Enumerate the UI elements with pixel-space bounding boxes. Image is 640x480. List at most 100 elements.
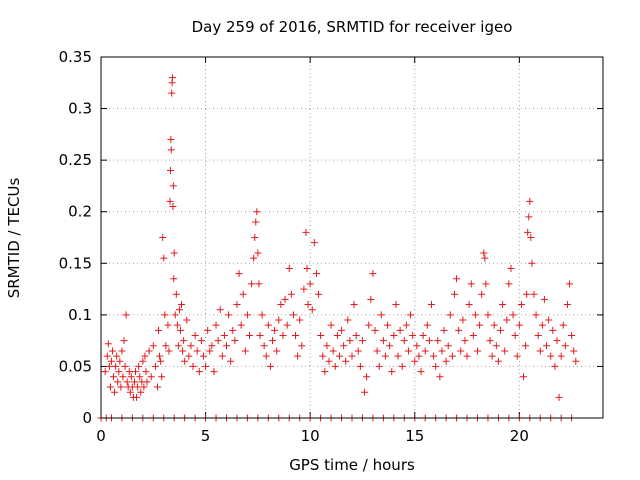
data-point bbox=[250, 254, 258, 262]
data-point bbox=[216, 306, 224, 314]
data-point bbox=[536, 347, 544, 355]
data-point bbox=[166, 197, 174, 205]
data-point bbox=[252, 218, 260, 226]
y-tick-label: 0.35 bbox=[59, 48, 92, 66]
data-point bbox=[482, 280, 490, 288]
data-point bbox=[503, 316, 511, 324]
data-point bbox=[386, 342, 394, 350]
x-tick-label: 0 bbox=[96, 427, 106, 445]
data-point bbox=[333, 331, 341, 339]
data-point bbox=[235, 270, 243, 278]
data-point bbox=[174, 342, 182, 350]
data-point bbox=[125, 368, 133, 376]
data-point bbox=[271, 326, 279, 334]
data-point bbox=[149, 342, 157, 350]
data-point bbox=[375, 362, 383, 370]
data-point bbox=[202, 362, 210, 370]
data-point bbox=[110, 373, 118, 381]
data-point bbox=[115, 368, 123, 376]
data-point bbox=[296, 316, 304, 324]
data-point bbox=[113, 352, 121, 360]
data-point bbox=[442, 357, 450, 365]
data-point bbox=[239, 290, 247, 298]
data-point bbox=[474, 347, 481, 355]
data-point bbox=[140, 383, 148, 391]
data-point bbox=[167, 146, 175, 154]
data-point bbox=[193, 347, 201, 355]
data-point bbox=[206, 347, 214, 355]
y-tick-label: 0.3 bbox=[68, 100, 92, 118]
data-point bbox=[136, 373, 144, 381]
data-point bbox=[381, 352, 389, 360]
data-point bbox=[497, 326, 505, 334]
data-point bbox=[289, 311, 297, 319]
data-point bbox=[534, 331, 542, 339]
x-tick-label: 20 bbox=[510, 427, 529, 445]
data-point bbox=[157, 357, 165, 365]
grid-layer bbox=[101, 57, 603, 418]
data-point bbox=[384, 321, 392, 329]
data-point bbox=[214, 337, 222, 345]
data-point bbox=[559, 321, 567, 329]
data-point bbox=[520, 373, 528, 381]
data-point bbox=[538, 321, 546, 329]
data-point bbox=[168, 89, 176, 97]
data-point bbox=[187, 342, 195, 350]
data-point bbox=[465, 301, 473, 309]
x-tick-label: 15 bbox=[405, 427, 424, 445]
data-point bbox=[151, 362, 159, 370]
data-point bbox=[283, 321, 291, 329]
x-axis-label: GPS time / hours bbox=[289, 456, 415, 474]
data-point bbox=[135, 362, 143, 370]
data-point bbox=[317, 331, 325, 339]
data-point bbox=[183, 316, 191, 324]
data-point bbox=[275, 316, 283, 324]
data-point bbox=[176, 326, 184, 334]
data-point bbox=[170, 275, 178, 283]
data-point bbox=[300, 285, 308, 293]
data-point bbox=[308, 306, 316, 314]
data-point bbox=[306, 280, 314, 288]
data-point bbox=[459, 316, 467, 324]
data-point bbox=[335, 352, 343, 360]
data-point bbox=[517, 301, 525, 309]
data-point bbox=[158, 373, 166, 381]
data-point bbox=[139, 357, 147, 365]
y-tick-label: 0.15 bbox=[59, 254, 92, 272]
data-point bbox=[279, 331, 287, 339]
data-point bbox=[162, 342, 170, 350]
x-tick-label: 5 bbox=[201, 427, 211, 445]
data-point bbox=[281, 295, 289, 303]
data-point bbox=[233, 301, 241, 309]
data-point bbox=[499, 301, 507, 309]
data-point bbox=[107, 357, 115, 365]
y-tick-label: 0.25 bbox=[59, 151, 92, 169]
data-point bbox=[321, 368, 329, 376]
data-point bbox=[532, 311, 540, 319]
data-point bbox=[105, 362, 113, 370]
data-point bbox=[104, 340, 112, 348]
data-point bbox=[390, 331, 398, 339]
data-point bbox=[528, 259, 536, 267]
data-point bbox=[379, 337, 387, 345]
data-point bbox=[253, 208, 261, 216]
data-point bbox=[156, 352, 164, 360]
data-point bbox=[302, 228, 310, 236]
data-point bbox=[344, 316, 352, 324]
y-axis-label: SRMTID / TECUs bbox=[5, 178, 23, 299]
data-point bbox=[231, 337, 239, 345]
data-point bbox=[373, 347, 381, 355]
data-point bbox=[262, 352, 270, 360]
data-point bbox=[425, 337, 433, 345]
data-point bbox=[352, 331, 360, 339]
data-point bbox=[112, 362, 120, 370]
data-point bbox=[561, 342, 569, 350]
data-point bbox=[218, 352, 226, 360]
data-point bbox=[172, 290, 180, 298]
data-point bbox=[323, 342, 331, 350]
data-point bbox=[160, 254, 168, 262]
data-point bbox=[117, 383, 125, 391]
data-point bbox=[350, 301, 358, 309]
